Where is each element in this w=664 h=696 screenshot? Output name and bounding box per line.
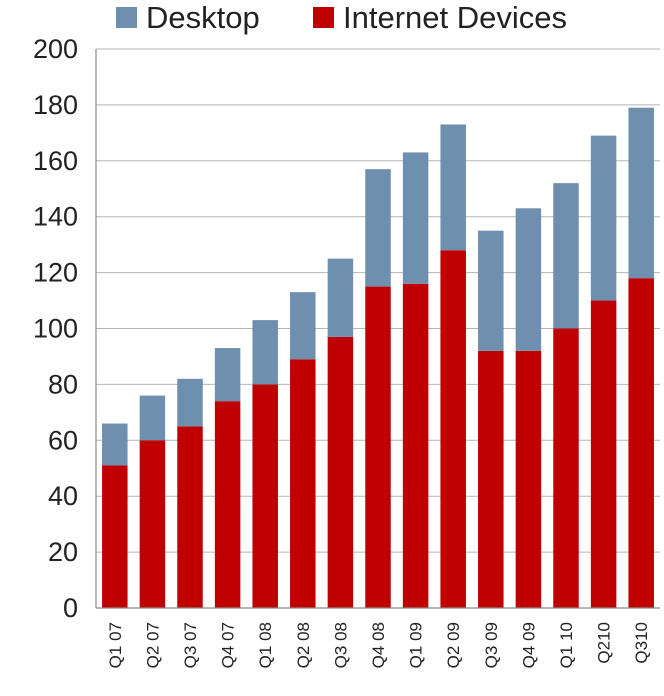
bar-internet-devices-q1-07	[102, 465, 128, 608]
bar-desktop-q1-08	[252, 320, 278, 385]
bar-desktop-q1-10	[553, 183, 579, 329]
bar-desktop-q1-09	[402, 152, 429, 284]
bar-internet-devices-q2-08	[290, 359, 316, 608]
x-tick-label-q4-07: Q4 07	[219, 622, 238, 668]
y-tick-label-100: 100	[33, 314, 78, 344]
bar-internet-devices-q4-08	[365, 286, 391, 608]
bar-internet-devices-q1-10	[553, 328, 579, 608]
x-tick-label-q4-08: Q4 08	[369, 622, 388, 668]
x-tick-label-q2-07: Q2 07	[143, 622, 162, 668]
y-tick-label-200: 200	[33, 34, 78, 64]
bar-internet-devices-q1-09	[402, 283, 429, 608]
y-tick-label-60: 60	[48, 425, 78, 455]
x-tick-label-q1-10: Q1 10	[557, 622, 576, 668]
x-tick-label-q3-08: Q3 08	[331, 622, 350, 668]
y-tick-label-160: 160	[33, 146, 78, 176]
bar-internet-devices-q310	[628, 278, 654, 608]
x-tick-label-q3-09: Q3 09	[482, 622, 501, 668]
legend-swatch-internet-devices	[313, 7, 334, 28]
x-tick-label-q3-07: Q3 07	[181, 622, 200, 668]
x-axis-tick-labels: Q1 07 Q2 07 Q3 07 Q4 07 Q1 08 Q2 08 Q3 08 Q4 08…	[106, 622, 651, 668]
bar-desktop-q4-08	[365, 169, 391, 287]
x-tick-label-q210: Q210	[595, 622, 614, 664]
y-tick-label-20: 20	[48, 537, 78, 567]
bars	[102, 107, 654, 609]
bar-internet-devices-q1-08	[252, 384, 278, 608]
bar-internet-devices-q2-09	[440, 250, 466, 609]
bar-internet-devices-q3-09	[478, 350, 504, 608]
bar-desktop-q2-09	[440, 124, 466, 251]
x-tick-label-q4-09: Q4 09	[519, 622, 538, 668]
bar-desktop-q4-09	[515, 208, 542, 351]
legend: Desktop Internet Devices	[116, 0, 567, 35]
y-tick-label-40: 40	[48, 481, 78, 511]
y-tick-label-0: 0	[63, 593, 78, 623]
bar-internet-devices-q3-08	[327, 336, 354, 608]
bar-desktop-q3-09	[478, 230, 504, 351]
legend-label-internet-devices: Internet Devices	[343, 0, 567, 35]
y-tick-label-140: 140	[33, 202, 78, 232]
x-tick-label-q2-08: Q2 08	[294, 622, 313, 668]
axes	[95, 49, 660, 609]
legend-label-desktop: Desktop	[146, 0, 260, 35]
y-tick-label-80: 80	[48, 369, 78, 399]
legend-swatch-desktop	[116, 7, 137, 28]
y-tick-label-120: 120	[33, 258, 78, 288]
bar-internet-devices-q2-07	[139, 440, 166, 608]
bar-desktop-q2-07	[139, 395, 166, 441]
bar-desktop-q3-08	[327, 258, 354, 337]
y-tick-label-180: 180	[33, 90, 78, 120]
y-axis-tick-labels: 0 20 40 60 80 100 120 140 160 180 200	[33, 34, 78, 623]
x-tick-label-q1-09: Q1 09	[407, 622, 426, 668]
x-tick-label-q1-08: Q1 08	[256, 622, 275, 668]
x-tick-label-q2-09: Q2 09	[444, 622, 463, 668]
bar-desktop-q310	[628, 107, 654, 279]
bar-desktop-q3-07	[177, 378, 203, 427]
bar-desktop-q1-07	[102, 423, 128, 466]
bar-internet-devices-q4-07	[214, 401, 241, 608]
bar-desktop-q2-08	[290, 292, 316, 360]
bar-desktop-q210	[590, 135, 617, 301]
bar-internet-devices-q4-09	[515, 350, 542, 608]
bar-desktop-q4-07	[214, 348, 241, 402]
x-tick-label-q1-07: Q1 07	[106, 622, 125, 668]
bar-internet-devices-q3-07	[177, 426, 203, 608]
x-tick-label-q310: Q310	[632, 622, 651, 664]
bar-internet-devices-q210	[590, 300, 617, 608]
